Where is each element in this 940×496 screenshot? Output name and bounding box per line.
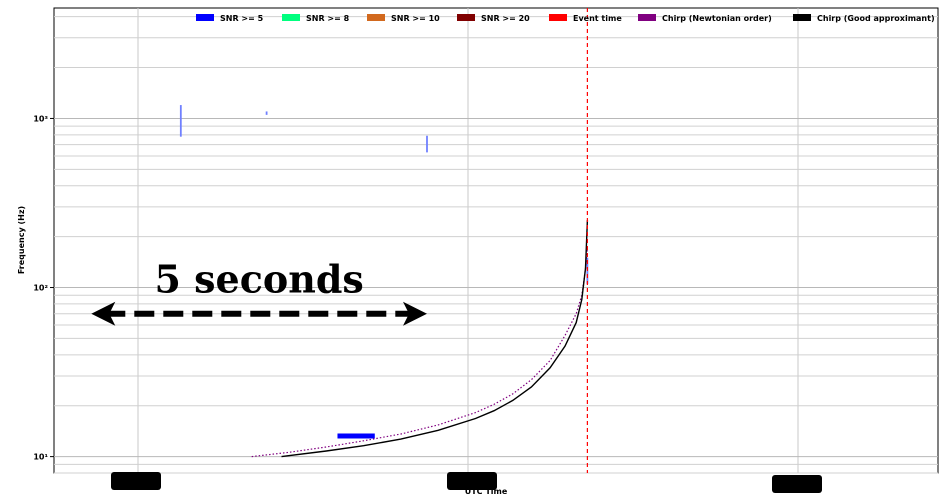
legend-swatch bbox=[282, 14, 300, 21]
annotation-arrow-head-left bbox=[91, 301, 116, 326]
y-axis-ticks: 10¹ 10² 10³ bbox=[33, 114, 54, 462]
y-tick-label: 10² bbox=[33, 284, 48, 293]
plot-area: 10¹ 10² 10³ bbox=[33, 7, 939, 474]
redacted-tick-label bbox=[447, 472, 497, 490]
grid-lines bbox=[54, 8, 938, 474]
legend-entry-label: Event time bbox=[573, 14, 622, 23]
chirp-newtonian-curve bbox=[251, 248, 588, 458]
legend-entry-label: SNR >= 8 bbox=[306, 14, 350, 23]
y-tick-label: 10³ bbox=[33, 114, 48, 123]
y-tick-label: 10¹ bbox=[33, 453, 48, 462]
duration-annotation: 5 seconds bbox=[91, 257, 427, 326]
chirp-good-curve bbox=[281, 220, 589, 458]
legend-entry-label: Chirp (Good approximant) bbox=[817, 14, 935, 23]
data-marks bbox=[179, 8, 589, 473]
plot-frame bbox=[53, 7, 939, 474]
legend-swatch bbox=[549, 14, 567, 21]
legend-entry-label: SNR >= 10 bbox=[391, 14, 440, 23]
legend-entry-label: SNR >= 20 bbox=[481, 14, 530, 23]
legend-swatch bbox=[196, 14, 214, 21]
x-axis-label: UTC Time bbox=[465, 487, 508, 496]
legend-swatch bbox=[367, 14, 385, 21]
legend-entry-label: Chirp (Newtonian order) bbox=[662, 14, 772, 23]
redacted-tick-label bbox=[772, 475, 822, 493]
legend-swatch bbox=[457, 14, 475, 21]
redacted-tick-label bbox=[111, 472, 161, 490]
legend-swatch bbox=[793, 14, 811, 21]
snr-trigger-tile bbox=[337, 433, 375, 439]
legend: SNR >= 5 SNR >= 8 SNR >= 10 SNR >= 20 Event … bbox=[196, 14, 935, 23]
annotation-label: 5 seconds bbox=[154, 257, 363, 302]
y-axis-label: Frequency (Hz) bbox=[17, 206, 26, 274]
legend-swatch bbox=[638, 14, 656, 21]
annotation-arrow-head-right bbox=[402, 301, 427, 326]
legend-entry-label: SNR >= 5 bbox=[220, 14, 264, 23]
